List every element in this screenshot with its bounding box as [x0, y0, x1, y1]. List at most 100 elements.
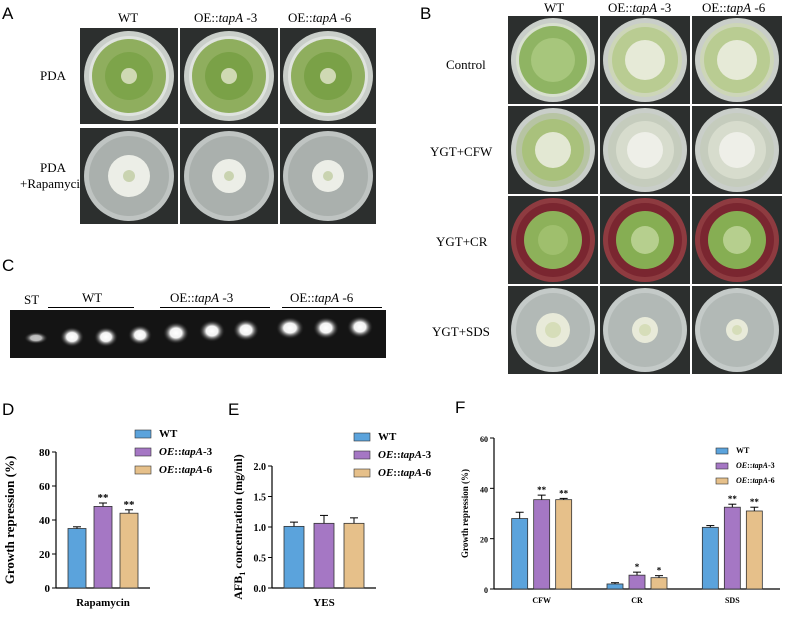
plate-a-pda-oe6: [280, 28, 376, 124]
panel-c-line-oe6: [282, 307, 382, 308]
y-tick-label: 0: [45, 583, 51, 595]
plate-b-cfw-wt: [508, 106, 598, 194]
panel-c-line-oe3: [160, 307, 270, 308]
plate-b-sds-wt: [508, 286, 598, 374]
y-tick-label: 1.0: [254, 523, 267, 534]
legend-swatch: [134, 429, 152, 439]
y-tick-label: 0.5: [254, 554, 267, 565]
bar: [723, 506, 741, 590]
plate-b-control-oe6: [692, 16, 782, 104]
panel-a-letter: A: [2, 4, 14, 23]
significance-label: **: [537, 485, 547, 495]
tlc-spot-oe6-2: [313, 317, 339, 339]
panel-b-letter: B: [420, 4, 432, 23]
y-axis-label: AFB1 concentration (mg/ml): [231, 454, 247, 600]
plate-a-pda-oe3: [180, 28, 278, 124]
plate-a-rapa-oe6: [280, 128, 376, 224]
y-tick-label: 2.0: [254, 462, 267, 473]
significance-label: **: [559, 488, 569, 498]
panel-e-letter: E: [228, 400, 240, 419]
bar: [555, 499, 573, 590]
legend-swatch: [353, 432, 371, 442]
panel-a-col-oe6: OE::tapA -6: [288, 10, 352, 25]
tlc-spot-oe3-1: [163, 322, 189, 344]
legend-swatch: [353, 468, 371, 478]
x-category-label: SDS: [725, 596, 740, 605]
bar: [606, 583, 624, 590]
panel-b-row-cfw: YGT+CFW: [430, 144, 493, 159]
y-axis-label: Growth repression (%): [460, 469, 470, 558]
panel-b-row-sds: YGT+SDS: [432, 324, 490, 339]
chart-d: 0 20 40 60 80 Growth repression (%) ** ** Rapamy…: [2, 428, 213, 609]
panel-a-row-rapa-line1: PDA: [40, 160, 67, 175]
tlc-spot-wt-3: [128, 325, 152, 345]
tlc-spot-oe3-2: [199, 320, 225, 342]
legend-label: WT: [159, 428, 178, 440]
bar: [701, 526, 719, 590]
tlc-spot-oe6-1: [276, 317, 304, 339]
y-tick-label: 20: [39, 549, 51, 561]
tlc-spot-oe3-3: [233, 319, 259, 341]
legend-label: WT: [736, 446, 750, 455]
legend-swatch: [715, 477, 729, 485]
bar: [511, 518, 529, 590]
legend-label: OE::tapA-3: [378, 449, 432, 461]
x-axis-label: YES: [313, 597, 334, 609]
panel-c-line-wt: [48, 307, 134, 308]
y-tick-label: 60: [39, 481, 51, 493]
significance-label: **: [124, 499, 136, 511]
bar: [628, 574, 646, 590]
panel-b-col-oe3: OE::tapA -3: [608, 0, 672, 15]
plate-b-sds-oe6: [692, 286, 782, 374]
plate-a-pda-wt: [80, 28, 178, 124]
panel-a-row-pda: PDA: [40, 68, 67, 83]
legend-label: OE::tapA-3: [736, 461, 775, 470]
bar: [119, 512, 139, 589]
tlc-plate: [10, 310, 386, 358]
panel-c-group-oe3: OE::tapA -3: [170, 290, 234, 305]
significance-label: *: [657, 566, 662, 576]
bar: [283, 525, 305, 589]
legend-swatch: [353, 450, 371, 460]
significance-label: **: [728, 494, 738, 504]
panel-d-letter: D: [2, 400, 15, 419]
bar: [650, 577, 668, 590]
plate-b-sds-oe3: [600, 286, 690, 374]
y-tick-label: 1.5: [254, 493, 267, 504]
x-category-label: CR: [631, 596, 643, 605]
legend-label: OE::tapA-6: [159, 464, 213, 476]
panel-c-group-wt: WT: [82, 290, 103, 305]
plate-a-rapa-oe3: [180, 128, 278, 224]
y-tick-label: 40: [39, 515, 51, 527]
bar: [313, 522, 335, 589]
y-axis-label: Growth repression (%): [2, 456, 17, 585]
plate-b-cr-oe3: [600, 196, 690, 284]
panel-b-row-control: Control: [446, 57, 486, 72]
tlc-spot-wt-1: [60, 327, 84, 347]
bar: [745, 510, 763, 590]
chart-e: 0.0 0.5 1.0 1.5 2.0 AFB1 concentration (mg/ml…: [231, 431, 432, 609]
significance-label: **: [750, 497, 760, 507]
y-tick-label: 20: [480, 536, 488, 545]
legend-label: WT: [378, 431, 397, 443]
panel-a-col-oe3: OE::tapA -3: [194, 10, 258, 25]
plate-b-cr-oe6: [692, 196, 782, 284]
panel-a-row-rapa-line2: +Rapamycin: [20, 176, 87, 191]
y-tick-label: 80: [39, 447, 51, 459]
legend-swatch: [134, 447, 152, 457]
panel-a-col-wt: WT: [118, 10, 139, 25]
y-tick-label: 0.0: [254, 584, 267, 595]
legend-label: OE::tapA-6: [736, 476, 775, 485]
plate-a-rapa-wt: [80, 128, 178, 224]
plate-b-cfw-oe6: [692, 106, 782, 194]
bar: [533, 499, 551, 590]
panel-b-row-cr: YGT+CR: [436, 234, 488, 249]
legend-label: OE::tapA-3: [159, 446, 213, 458]
plate-b-cfw-oe3: [600, 106, 690, 194]
panel-f-letter: F: [455, 398, 466, 417]
plate-b-control-oe3: [600, 16, 690, 104]
panel-b-col-oe6: OE::tapA -6: [702, 0, 766, 15]
legend-label: OE::tapA-6: [378, 467, 432, 479]
